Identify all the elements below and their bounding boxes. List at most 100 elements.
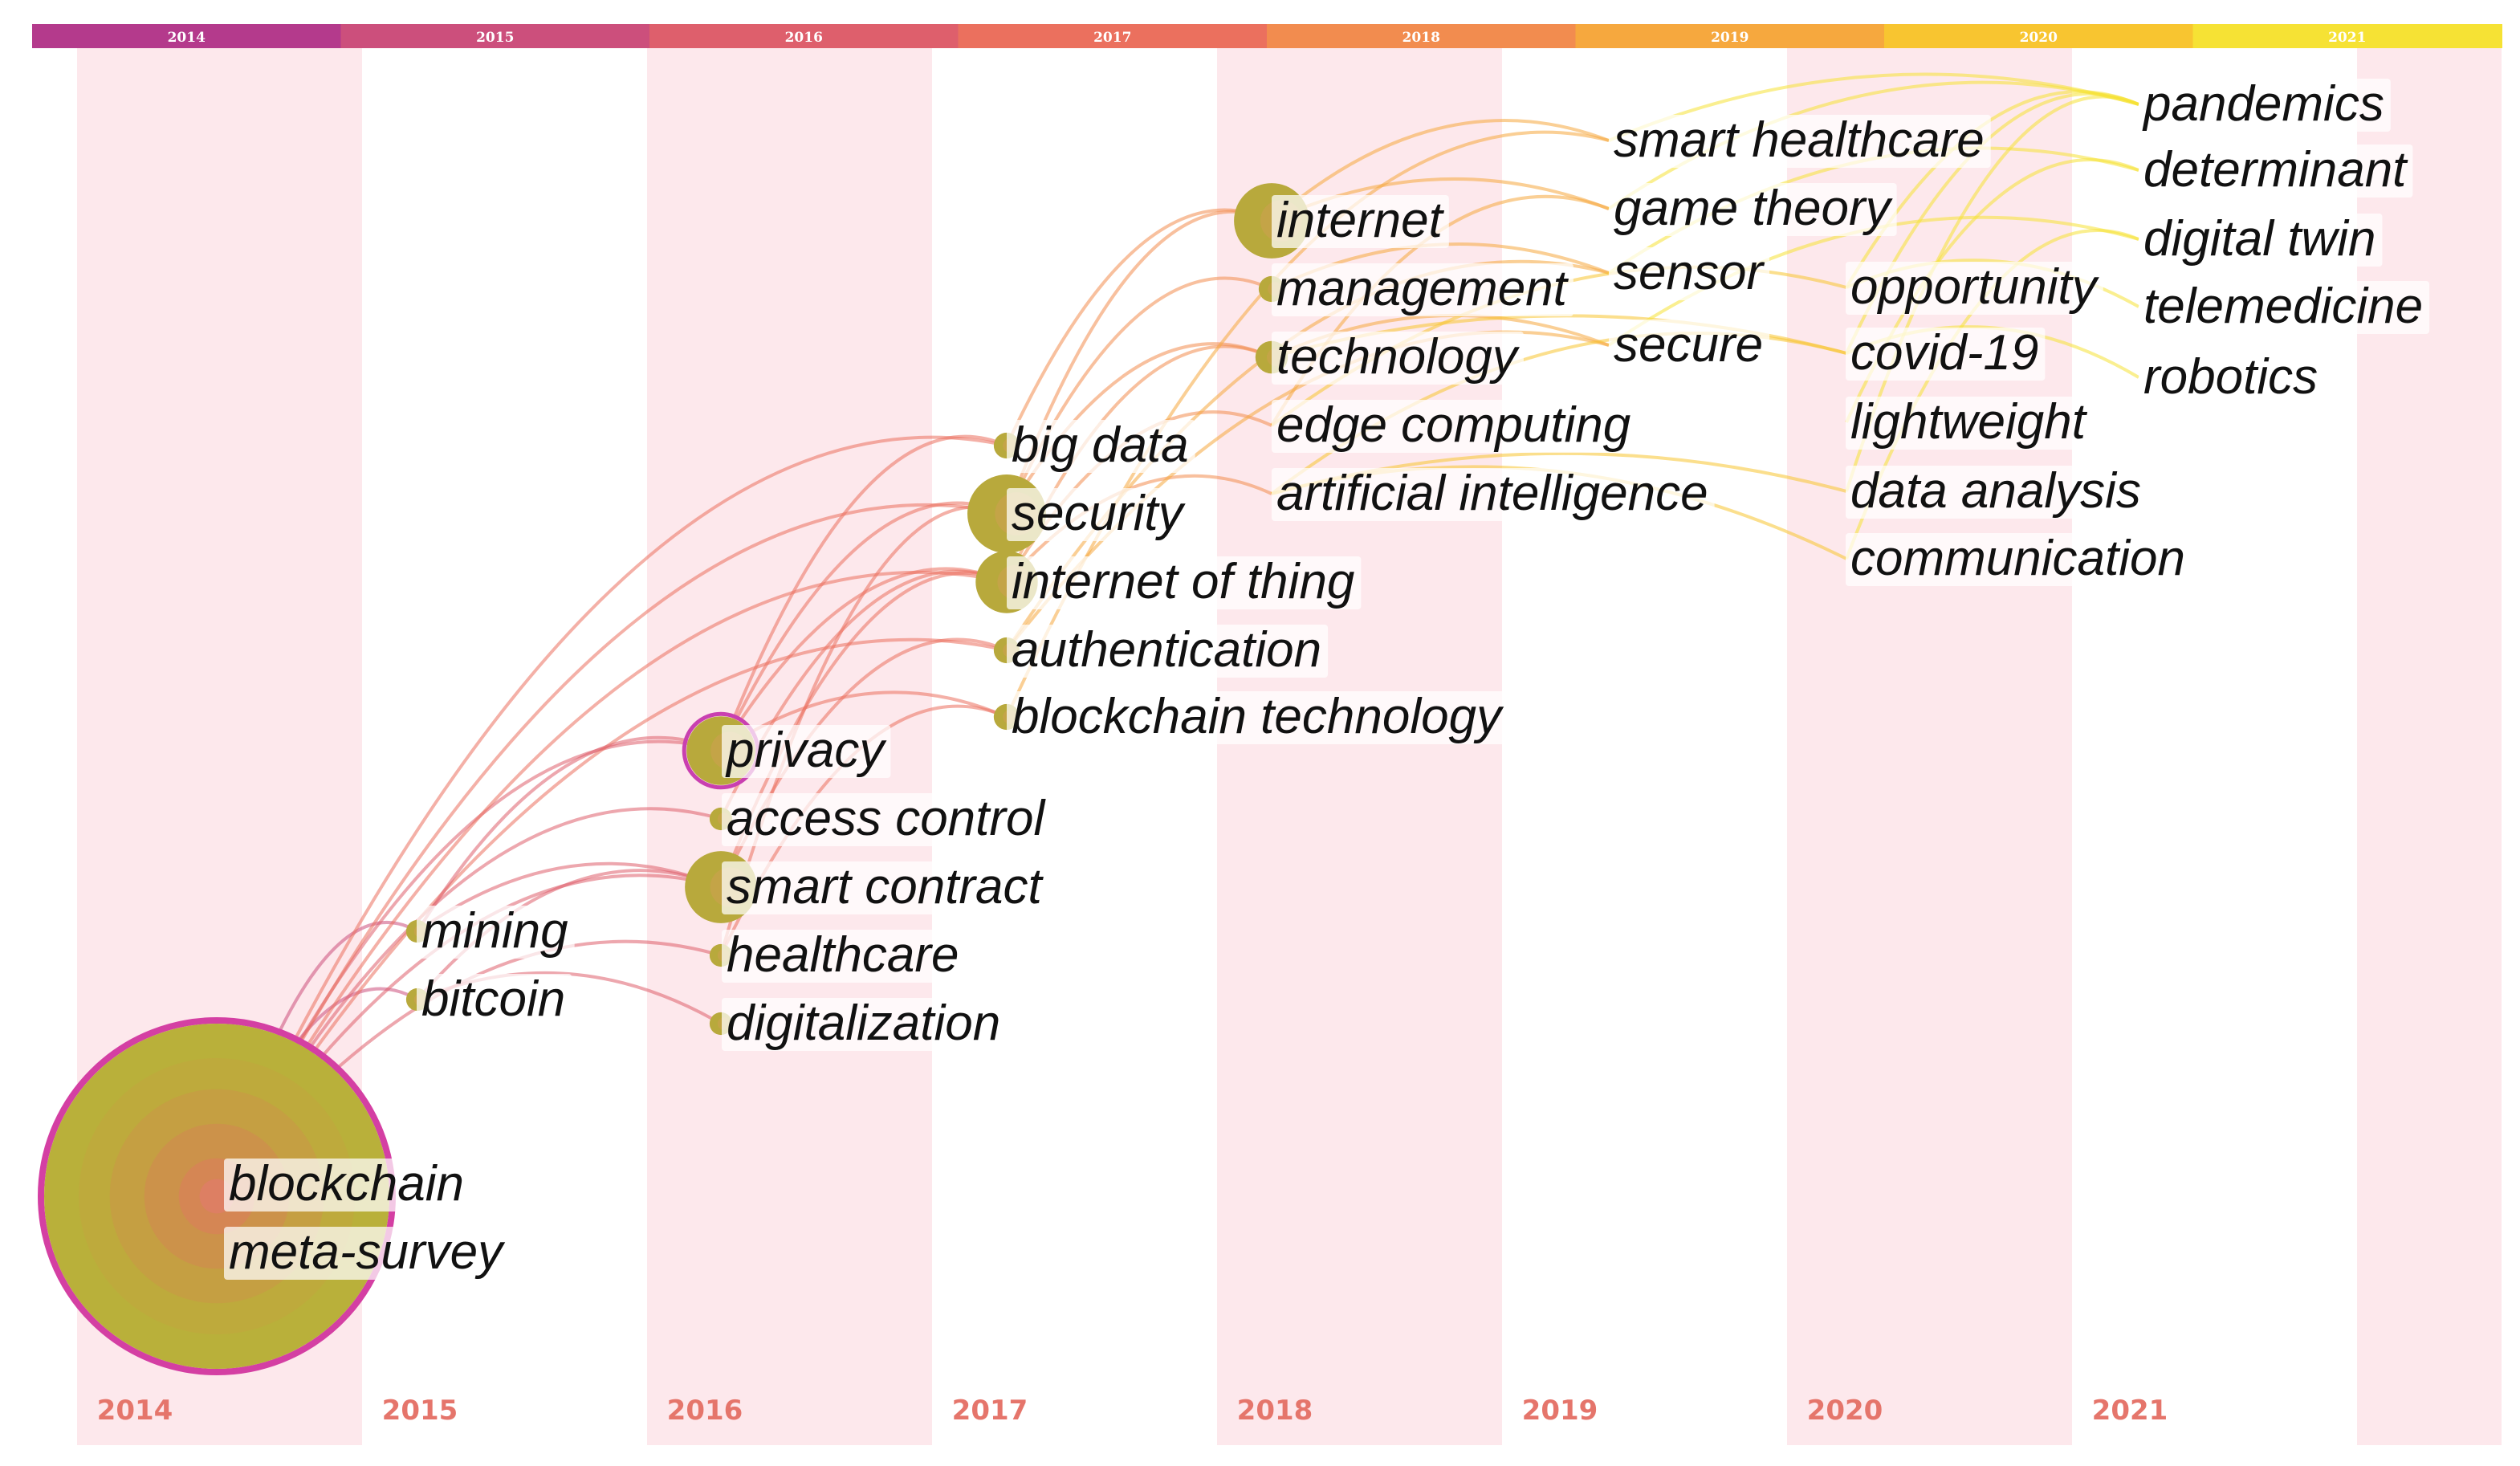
keyword-label: management xyxy=(1276,261,1569,316)
top-bar-segment-2021 xyxy=(2192,24,2502,48)
keyword-edge-computing[interactable]: edge computing xyxy=(1272,397,1638,453)
keyword-sensor[interactable]: sensor xyxy=(1609,245,1770,300)
keyword-label-background xyxy=(1272,263,1573,316)
keyword-artificial-intelligence[interactable]: artificial intelligence xyxy=(1272,466,1715,521)
keyword-robotics[interactable]: robotics xyxy=(2139,349,2325,405)
keyword-authentication[interactable]: authentication xyxy=(1007,622,1329,678)
keyword-secure[interactable]: secure xyxy=(1609,317,1770,373)
keyword-label: mining xyxy=(421,903,568,959)
top-bar-segment-2016 xyxy=(649,24,959,48)
keyword-opportunity[interactable]: opportunity xyxy=(1846,259,2103,315)
keyword-label: lightweight xyxy=(1850,394,2088,450)
keyword-label-background xyxy=(224,1227,510,1280)
keyword-label: robotics xyxy=(2143,349,2318,405)
keyword-labels: blockchain meta-survey mining bitcoin privac… xyxy=(224,76,2430,1280)
keyword-blockchain[interactable]: blockchain xyxy=(224,1156,470,1211)
keyword-label-background xyxy=(722,861,1048,914)
keyword-label: telemedicine xyxy=(2143,279,2423,334)
keyword-label-background xyxy=(722,998,1008,1051)
top-bar-segment-2019 xyxy=(1575,24,1885,48)
keyword-digitalization[interactable]: digitalization xyxy=(722,996,1008,1051)
year-axis-label-2015: 2015 xyxy=(382,1395,458,1427)
keyword-label-background xyxy=(2139,281,2430,334)
keyword-internet-of-thing[interactable]: internet of thing xyxy=(1007,554,1362,609)
keyword-label: security xyxy=(1012,486,1187,541)
keyword-label-background xyxy=(722,725,891,778)
top-bar-segment-2017 xyxy=(958,24,1268,48)
keyword-label: healthcare xyxy=(727,927,959,983)
link-privacy-to-big-data xyxy=(719,434,1008,751)
keyword-label: authentication xyxy=(1012,622,1321,678)
link-big-data-to-internet xyxy=(1005,208,1272,446)
keyword-label-background xyxy=(417,906,575,959)
keyword-smart-contract[interactable]: smart contract xyxy=(722,859,1048,914)
year-axis-label-2020: 2020 xyxy=(1807,1395,1883,1427)
link-internet-of-thing-to-artificial-intelligence xyxy=(1005,474,1272,584)
keyword-label-background xyxy=(1272,468,1715,521)
keyword-bitcoin[interactable]: bitcoin xyxy=(417,971,572,1027)
year-stripe-2020 xyxy=(1787,48,2072,1445)
keyword-smart-healthcare[interactable]: smart healthcare xyxy=(1609,112,1991,168)
year-axis-label-2019: 2019 xyxy=(1522,1395,1598,1427)
keyword-label: edge computing xyxy=(1276,397,1630,453)
keyword-telemedicine[interactable]: telemedicine xyxy=(2139,279,2430,334)
top-bar-segment-2014 xyxy=(32,24,342,48)
top-bar-year-label: 2017 xyxy=(1093,30,1131,46)
keyword-data-analysis[interactable]: data analysis xyxy=(1846,463,2147,519)
keyword-label-background xyxy=(1007,625,1329,678)
top-bar-year-label: 2015 xyxy=(476,30,514,46)
keyword-label-background xyxy=(2139,145,2413,198)
keyword-label: covid-19 xyxy=(1850,325,2038,381)
keyword-label-background xyxy=(1007,488,1190,541)
keyword-security[interactable]: security xyxy=(1007,486,1190,541)
year-axis: 2014 2015 2016 2017 2018 2019 2020 2021 xyxy=(97,1395,2168,1427)
keyword-access-control[interactable]: access control xyxy=(722,791,1052,846)
keyword-label: meta-survey xyxy=(229,1224,506,1280)
keyword-label: smart contract xyxy=(727,859,1044,914)
keyword-internet[interactable]: internet xyxy=(1272,193,1449,248)
keyword-label: sensor xyxy=(1614,245,1765,300)
link-blockchain-to-security xyxy=(215,503,1008,1197)
keyword-game-theory[interactable]: game theory xyxy=(1609,181,1897,236)
keyword-determinant[interactable]: determinant xyxy=(2139,142,2413,198)
top-bar-year-label: 2016 xyxy=(785,30,823,46)
top-bar-year-label: 2021 xyxy=(2328,30,2366,46)
keyword-label-background xyxy=(1846,262,2103,315)
keyword-privacy[interactable]: privacy xyxy=(722,723,891,778)
keyword-label-background xyxy=(1846,466,2147,519)
year-axis-label-2016: 2016 xyxy=(667,1395,743,1427)
keyword-label: blockchain xyxy=(229,1156,464,1211)
keyword-communication[interactable]: communication xyxy=(1846,531,2192,586)
keyword-label-background xyxy=(1846,397,2092,450)
keyword-healthcare[interactable]: healthcare xyxy=(722,927,966,983)
year-axis-label-2021: 2021 xyxy=(2092,1395,2168,1427)
keyword-technology[interactable]: technology xyxy=(1272,329,1524,385)
keyword-label: privacy xyxy=(725,723,887,778)
keyword-pandemics[interactable]: pandemics xyxy=(2139,76,2391,132)
keyword-label: internet xyxy=(1276,193,1445,248)
keyword-big-data[interactable]: big data xyxy=(1007,417,1195,473)
keyword-label: opportunity xyxy=(1850,259,2100,315)
year-axis-label-2017: 2017 xyxy=(952,1395,1028,1427)
keyword-management[interactable]: management xyxy=(1272,261,1573,316)
keyword-label-background xyxy=(1609,183,1897,236)
keyword-label-background xyxy=(1272,195,1449,248)
keyword-label: internet of thing xyxy=(1012,554,1354,609)
keyword-lightweight[interactable]: lightweight xyxy=(1846,394,2092,450)
keyword-label: technology xyxy=(1276,329,1521,385)
keyword-label-background xyxy=(722,793,1052,846)
keyword-label: big data xyxy=(1012,417,1189,473)
keyword-meta-survey[interactable]: meta-survey xyxy=(224,1224,510,1280)
keyword-blockchain-technology[interactable]: blockchain technology xyxy=(1007,689,1508,744)
keyword-digital-twin[interactable]: digital twin xyxy=(2139,211,2383,267)
keyword-label: determinant xyxy=(2143,142,2408,198)
top-bar-year-label: 2018 xyxy=(1402,30,1440,46)
keyword-label-background xyxy=(1609,115,1991,168)
keyword-label-background xyxy=(1007,420,1195,473)
keyword-label-background xyxy=(1609,320,1770,373)
keyword-mining[interactable]: mining xyxy=(417,903,575,959)
keyword-covid-19[interactable]: covid-19 xyxy=(1846,325,2046,381)
keyword-label: access control xyxy=(727,791,1047,846)
year-axis-label-2018: 2018 xyxy=(1237,1395,1313,1427)
